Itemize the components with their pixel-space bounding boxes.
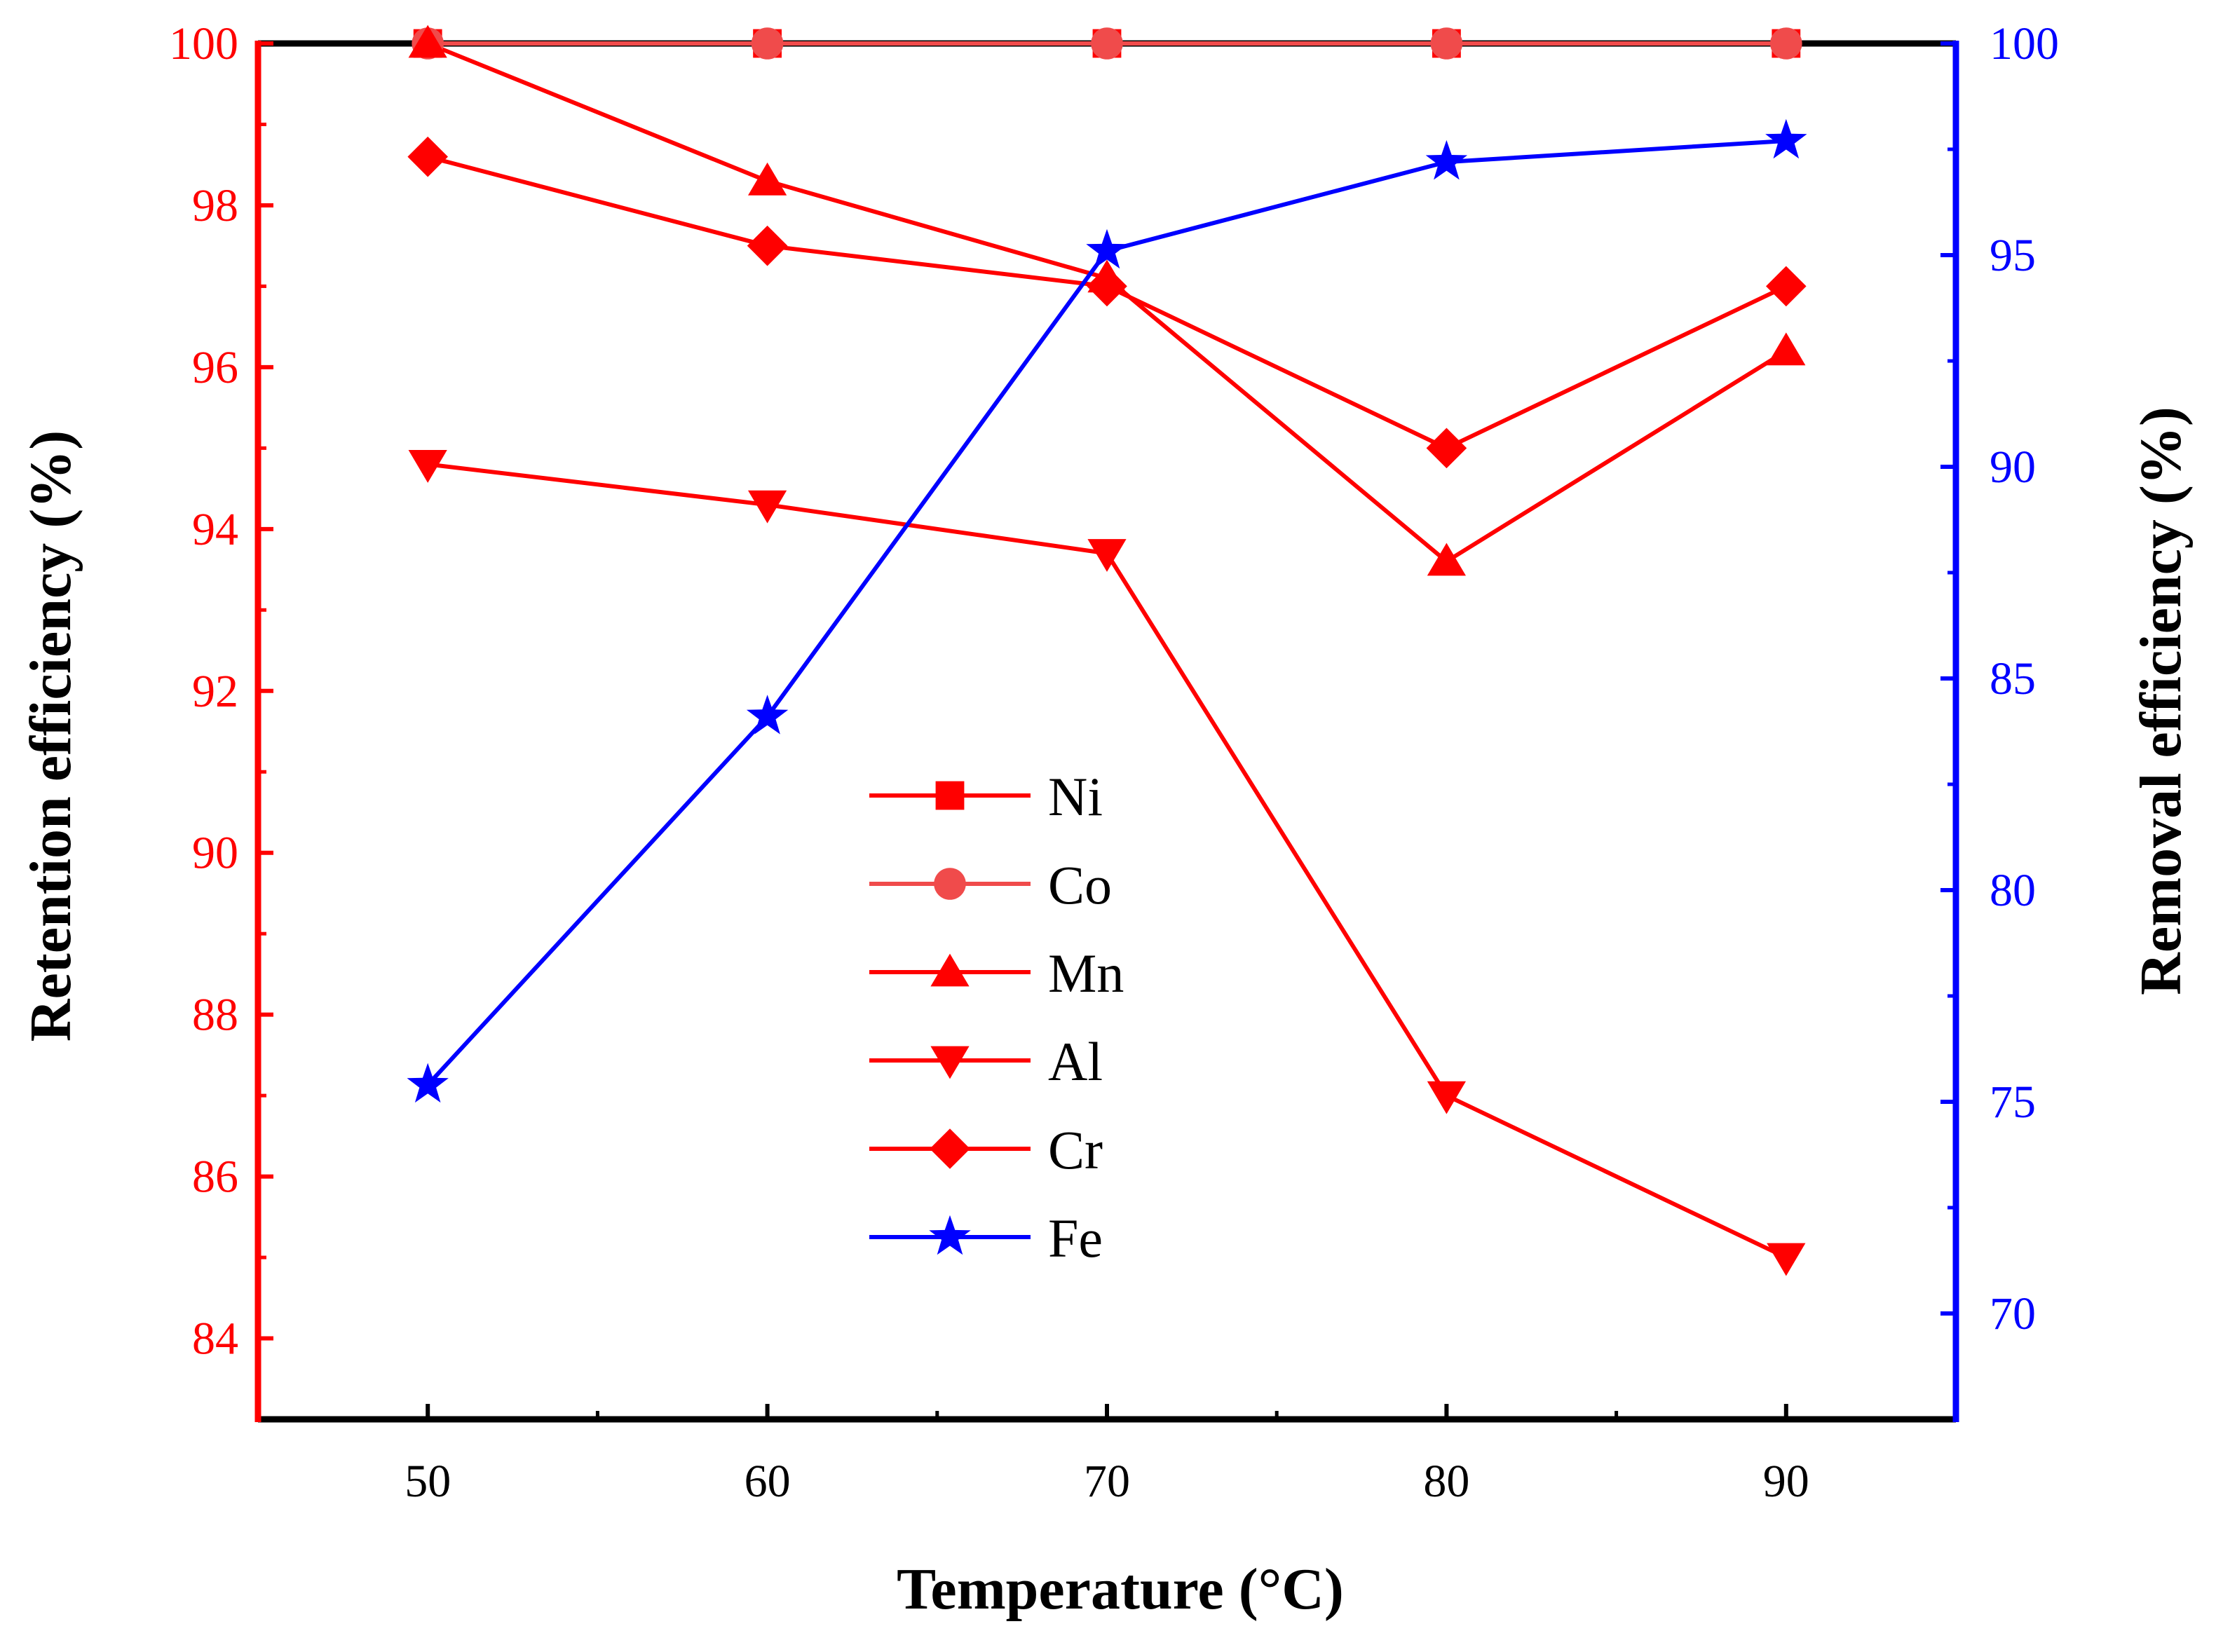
data-point-fe bbox=[746, 695, 789, 735]
legend-label-ni: Ni bbox=[1048, 766, 1103, 827]
y-axis-right-title: Removal efficiency (%) bbox=[2128, 407, 2194, 995]
y-right-tick-label: 75 bbox=[1990, 1077, 2036, 1128]
data-point-al bbox=[408, 450, 447, 483]
data-point-mn bbox=[408, 25, 447, 58]
y-axis-left-title: Retention efficiency (%) bbox=[18, 430, 83, 1042]
y-left-tick-label: 96 bbox=[192, 342, 238, 393]
x-tick-label: 50 bbox=[405, 1456, 451, 1507]
legend-marker-cr bbox=[930, 1128, 970, 1169]
y-left-tick-label: 84 bbox=[192, 1313, 238, 1365]
legend-label-al: Al bbox=[1048, 1031, 1103, 1092]
data-point-co bbox=[751, 27, 784, 60]
legend-label-cr: Cr bbox=[1048, 1119, 1103, 1180]
data-point-cr bbox=[747, 225, 788, 266]
legend-marker-mn bbox=[930, 953, 970, 987]
data-point-fe bbox=[1086, 228, 1128, 269]
y-left-tick-label: 86 bbox=[192, 1152, 238, 1203]
y-left-tick-label: 94 bbox=[192, 504, 238, 555]
legend: Ni Co Mn Al Cr Fe bbox=[869, 766, 1124, 1269]
y-left-tick-label: 100 bbox=[169, 18, 238, 69]
x-axis-title: Temperature (°C) bbox=[897, 1557, 1344, 1622]
data-point-al bbox=[1767, 1243, 1806, 1276]
data-point-cr bbox=[1087, 266, 1127, 307]
x-tick-label: 70 bbox=[1084, 1456, 1130, 1507]
data-point-mn bbox=[1427, 542, 1466, 576]
data-point-co bbox=[1430, 27, 1463, 60]
data-point-fe bbox=[407, 1063, 449, 1103]
series-layer bbox=[426, 41, 1788, 1260]
legend-label-mn: Mn bbox=[1048, 943, 1124, 1004]
y-right-tick-label: 90 bbox=[1990, 442, 2036, 493]
data-point-fe bbox=[1765, 118, 1807, 159]
data-point-co bbox=[1770, 27, 1802, 60]
data-point-al bbox=[1087, 539, 1127, 572]
marker-layer bbox=[407, 25, 1807, 1276]
data-point-al bbox=[748, 490, 787, 524]
data-point-cr bbox=[1426, 428, 1467, 469]
y-left-tick-label: 90 bbox=[192, 828, 238, 879]
legend-label-fe: Fe bbox=[1048, 1208, 1103, 1269]
legend-marker-fe bbox=[929, 1215, 971, 1255]
legend-marker-ni bbox=[935, 781, 965, 810]
legend-label-co: Co bbox=[1048, 854, 1112, 915]
data-point-cr bbox=[407, 136, 448, 177]
y-right-tick-label: 80 bbox=[1990, 865, 2036, 916]
axis-labels-layer: Temperature (°C) Retention efficiency (%… bbox=[18, 407, 2194, 1622]
x-tick-label: 80 bbox=[1423, 1456, 1469, 1507]
x-tick-label: 90 bbox=[1763, 1456, 1809, 1507]
data-point-fe bbox=[1425, 139, 1468, 180]
legend-marker-al bbox=[930, 1046, 970, 1079]
data-point-mn bbox=[1767, 332, 1806, 366]
y-left-tick-label: 92 bbox=[192, 666, 238, 717]
data-point-mn bbox=[748, 162, 787, 196]
y-right-tick-label: 100 bbox=[1990, 18, 2059, 69]
y-left-tick-label: 98 bbox=[192, 180, 238, 231]
legend-marker-co bbox=[934, 868, 966, 900]
data-point-co bbox=[1091, 27, 1123, 60]
data-point-cr bbox=[1766, 266, 1807, 307]
y-right-tick-label: 95 bbox=[1990, 230, 2036, 281]
y-right-tick-label: 85 bbox=[1990, 653, 2036, 704]
axes-layer: 50 60 70 80 90 84 86 88 90 92 94 96 98 100 70 75 80 85 90 9… bbox=[169, 18, 2059, 1507]
y-left-tick-label: 88 bbox=[192, 990, 238, 1041]
x-tick-label: 60 bbox=[745, 1456, 791, 1507]
data-point-al bbox=[1427, 1081, 1466, 1114]
y-right-tick-label: 70 bbox=[1990, 1288, 2036, 1339]
